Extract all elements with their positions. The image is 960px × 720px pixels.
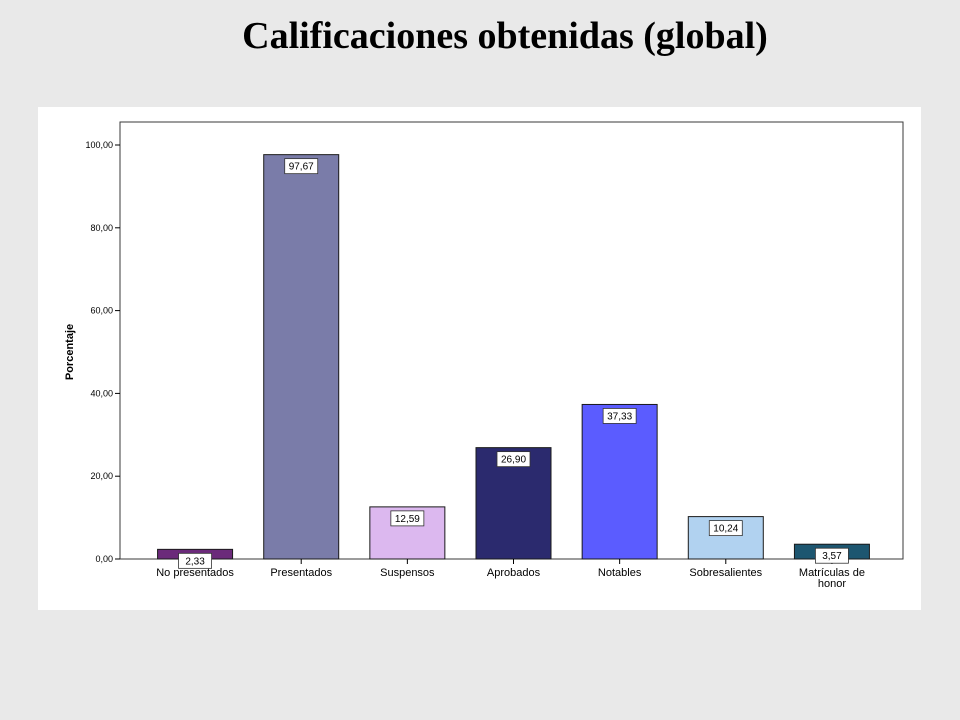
- data-label-box: [284, 158, 319, 175]
- data-label-box: [815, 547, 849, 564]
- x-tick-label: Notables: [598, 567, 642, 579]
- y-axis-title: Porcentaje: [64, 324, 76, 380]
- data-label: 37,33: [607, 411, 632, 422]
- data-label: 26,90: [501, 455, 526, 466]
- x-tick-label: Sobresalientes: [689, 567, 762, 579]
- bar: [263, 154, 340, 560]
- y-tick-label: 40,00: [90, 388, 113, 398]
- data-label: 2,33: [185, 556, 205, 567]
- data-label: 3,57: [822, 551, 842, 562]
- data-label-box: [602, 408, 637, 424]
- y-tick-label: 100,00: [85, 140, 113, 150]
- bar: [581, 403, 658, 560]
- y-tick-label: 60,00: [90, 306, 113, 316]
- x-tick-label: Suspensos: [380, 567, 435, 579]
- y-tick-label: 80,00: [90, 223, 113, 233]
- data-label: 10,24: [713, 524, 738, 535]
- data-label: 97,67: [289, 162, 314, 173]
- data-label-box: [178, 552, 212, 569]
- data-label-box: [708, 520, 743, 537]
- chart-panel: 0,00 20,00 40,00 60,00 80,00 100,00 Porcentaje…: [38, 107, 921, 610]
- x-tick-label: Presentados: [270, 567, 332, 579]
- x-tick-label: No presentados: [156, 567, 234, 579]
- x-tick-label: Matrículas de: [799, 567, 865, 579]
- x-tick-label: Aprobados: [487, 567, 541, 579]
- data-label: 12,59: [395, 514, 420, 525]
- data-label-box: [496, 451, 531, 468]
- bar-chart: 0,00 20,00 40,00 60,00 80,00 100,00 Porcentaje…: [64, 121, 904, 590]
- slide-title: Calificaciones obtenidas (global): [242, 15, 768, 57]
- y-tick-label: 0,00: [95, 554, 113, 564]
- y-tick-label: 20,00: [90, 471, 113, 481]
- data-label-box: [390, 510, 425, 527]
- x-tick-label: honor: [818, 578, 846, 590]
